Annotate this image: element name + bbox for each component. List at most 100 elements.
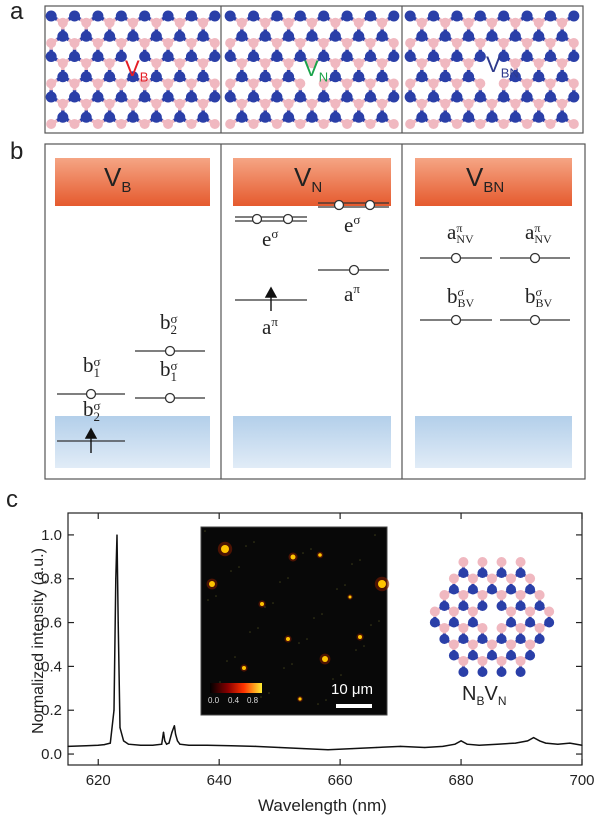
nitrogen-atom [283, 71, 295, 83]
data-point [581, 744, 583, 746]
nitrogen-atom [474, 10, 486, 22]
nitrogen-atom [271, 51, 283, 62]
nitrogen-atom [80, 30, 92, 42]
nitrogen-atom [496, 667, 507, 677]
nitrogen-atom [294, 10, 306, 22]
nitrogen-atom [174, 111, 186, 123]
nitrogen-atom [533, 30, 545, 42]
nitrogen-atom [487, 584, 497, 595]
band-title-vbn: VBN [466, 162, 505, 197]
nitrogen-atom [477, 634, 488, 644]
data-point [545, 742, 547, 744]
nitrogen-atom [341, 91, 353, 103]
boron-atom [428, 78, 439, 89]
nitrogen-atom [209, 10, 221, 22]
boron-atom [496, 623, 507, 633]
data-point [176, 740, 179, 742]
cb-vbn [415, 158, 572, 206]
nitrogen-atom [467, 584, 478, 595]
boron-atom [342, 78, 353, 89]
nitrogen-atom [174, 71, 186, 83]
nitrogen-atom [104, 30, 116, 42]
boron-atom [525, 639, 536, 650]
nitrogen-atom [259, 30, 271, 42]
emitter-spot [348, 595, 352, 599]
x-tick-label: 700 [569, 772, 594, 789]
levels-vn [235, 199, 389, 301]
boron-atom [318, 119, 329, 129]
molecule-label: NBVN [462, 683, 507, 708]
nitrogen-atom [376, 111, 388, 123]
emitter-spot [298, 697, 302, 701]
data-point [466, 743, 468, 745]
emitter-spot [290, 554, 296, 560]
nitrogen-atom [486, 111, 498, 123]
boron-atom [439, 590, 450, 600]
nitrogen-atom [506, 650, 517, 661]
boron-atom [377, 58, 388, 69]
y-tick-label: 0.2 [41, 702, 62, 719]
emitter-spot [221, 545, 229, 553]
nitrogen-atom [525, 650, 536, 661]
boron-atom [557, 98, 568, 109]
boron-atom [467, 606, 478, 617]
boron-atom [475, 78, 486, 89]
nitrogen-atom [509, 30, 521, 42]
boron-atom [46, 78, 57, 89]
emitter-spot [358, 635, 362, 639]
colorbar-tick-0: 0.0 [208, 696, 220, 705]
boron-atom [92, 38, 103, 48]
boron-atom [545, 38, 556, 48]
data-point [168, 742, 170, 744]
nitrogen-atom [556, 71, 568, 83]
cb-vb [55, 158, 210, 206]
boron-atom [388, 119, 399, 129]
vband-vn [233, 416, 391, 468]
nitrogen-atom [197, 71, 209, 83]
data-point [514, 742, 517, 744]
boron-atom [496, 557, 507, 567]
nitrogen-atom [521, 51, 533, 62]
panel-b-energy-diagram [44, 143, 586, 480]
nitrogen-atom [45, 51, 57, 62]
nitrogen-atom [496, 601, 507, 611]
boron-atom [46, 38, 57, 48]
nitrogen-atom [115, 51, 127, 62]
boron-atom [533, 98, 544, 109]
data-point [351, 747, 353, 750]
nitrogen-atom [224, 91, 236, 103]
nitrogen-atom [271, 91, 283, 103]
boron-atom [318, 78, 329, 89]
nitrogen-atom [428, 51, 440, 62]
boron-atom [128, 98, 138, 109]
boron-atom [510, 58, 521, 69]
boron-atom [487, 639, 497, 650]
nitrogen-atom [544, 10, 556, 22]
boron-atom [544, 606, 555, 617]
boron-atom [248, 38, 259, 48]
nitrogen-atom [236, 30, 248, 42]
boron-atom [283, 98, 294, 109]
nitrogen-atom [57, 30, 69, 42]
nitrogen-atom [92, 91, 104, 103]
boron-atom [307, 58, 317, 69]
nitrogen-atom [451, 91, 463, 103]
boron-atom [506, 573, 517, 584]
boron-atom [429, 606, 440, 617]
panel-label-a: a [10, 0, 24, 25]
boron-atom [510, 17, 521, 28]
nitrogen-atom [294, 91, 306, 103]
boron-atom [458, 557, 469, 567]
y-tick-label: 0.0 [41, 746, 62, 763]
nitrogen-atom [439, 634, 450, 644]
boron-atom [557, 17, 568, 28]
nitrogen-atom [428, 91, 440, 103]
boron-atom [116, 38, 127, 48]
nitrogen-atom [533, 111, 545, 123]
nitrogen-atom [525, 584, 536, 595]
nitrogen-atom [150, 71, 162, 83]
lattice-vb [45, 10, 221, 129]
nitrogen-atom [525, 617, 536, 628]
boron-atom [174, 58, 185, 69]
